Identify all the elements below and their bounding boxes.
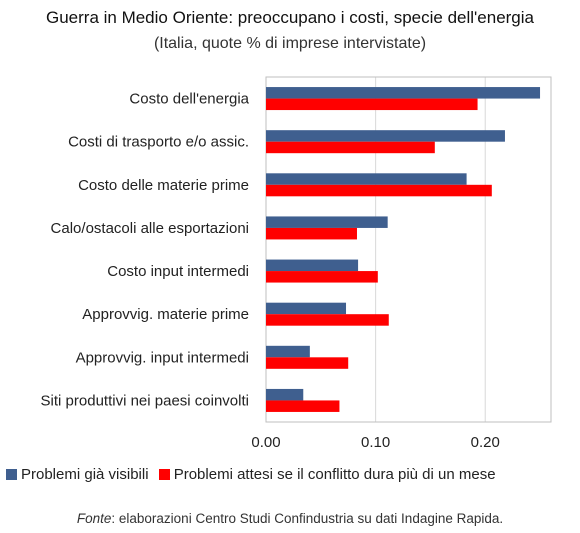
source-label: Fonte bbox=[76, 511, 112, 526]
category-label-3: Calo/ostacoli alle esportazioni bbox=[51, 220, 249, 237]
chart-title: Guerra in Medio Oriente: preoccupano i c… bbox=[45, 8, 534, 27]
legend-label-series-2: Problemi attesi se il conflitto dura più… bbox=[173, 466, 496, 483]
legend-swatch-series-2 bbox=[158, 469, 170, 480]
bar-series-2-7 bbox=[266, 400, 340, 412]
bar-series-1-5 bbox=[266, 302, 347, 315]
bar-series-2-5 bbox=[266, 314, 389, 326]
x-tick-label-2: 0.20 bbox=[471, 434, 500, 451]
legend-label-series-1: Problemi già visibili bbox=[21, 466, 149, 483]
category-label-5: Approvvig. materie prime bbox=[82, 306, 249, 323]
chart-legend: Problemi già visibili Problemi attesi se… bbox=[6, 466, 580, 483]
legend-swatch-series-1 bbox=[6, 469, 17, 480]
bar-series-2-1 bbox=[266, 141, 435, 154]
category-label-4: Costo input intermedi bbox=[107, 263, 249, 280]
bar-series-1-1 bbox=[266, 130, 505, 142]
category-label-1: Costi di trasporto e/o assic. bbox=[68, 134, 249, 151]
category-label-6: Approvvig. input intermedi bbox=[76, 349, 249, 366]
bar-series-2-6 bbox=[266, 357, 349, 369]
bar-series-1-2 bbox=[266, 173, 467, 185]
bar-series-1-4 bbox=[266, 259, 359, 272]
source-note: Fonte: elaborazioni Centro Studi Confind… bbox=[0, 511, 580, 526]
bar-series-1-6 bbox=[266, 345, 310, 358]
bar-series-2-4 bbox=[266, 271, 378, 283]
bar-series-1-7 bbox=[266, 388, 304, 401]
x-tick-label-1: 0.10 bbox=[361, 434, 390, 451]
bar-series-2-0 bbox=[266, 98, 478, 111]
category-label-2: Costo delle materie prime bbox=[78, 177, 249, 194]
plot-border bbox=[265, 76, 552, 423]
legend-item-series-2: Problemi attesi se il conflitto dura più… bbox=[158, 466, 496, 483]
bar-series-1-0 bbox=[266, 87, 541, 99]
bar-series-1-3 bbox=[266, 216, 388, 228]
legend-item-series-1: Problemi già visibili bbox=[6, 466, 149, 483]
bar-series-2-2 bbox=[266, 184, 492, 197]
source-text: : elaborazioni Centro Studi Confindustri… bbox=[111, 511, 504, 526]
chart-subtitle: (Italia, quote % di imprese intervistate… bbox=[153, 35, 427, 52]
x-tick-label-0: 0.00 bbox=[251, 434, 280, 451]
category-label-7: Siti produttivi nei paesi coinvolti bbox=[41, 392, 249, 409]
category-label-0: Costo dell'energia bbox=[129, 91, 249, 108]
bar-series-2-3 bbox=[266, 227, 357, 240]
